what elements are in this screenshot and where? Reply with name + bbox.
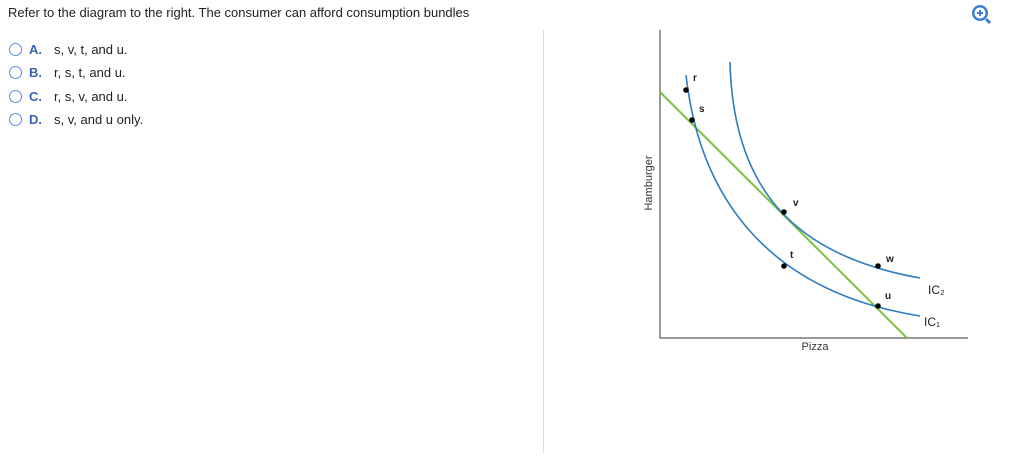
curve-label: IC₂ [928,283,945,297]
option-text: s, v, t, and u. [54,42,128,57]
point-label: s [699,104,705,115]
point [781,209,787,215]
point-label: t [790,250,794,261]
point [875,263,881,269]
y-axis-label: Hamburger [643,155,655,210]
option-letter: D. [29,112,42,127]
point-label: u [885,291,891,302]
point [875,303,881,309]
radio-button[interactable] [9,113,22,126]
answer-option[interactable]: A. s, v, t, and u. [9,42,127,57]
point-label: v [793,198,799,209]
question-text: Refer to the diagram to the right. The c… [8,5,470,20]
option-letter: A. [29,42,42,57]
answer-option[interactable]: C. r, s, v, and u. [9,89,127,104]
ic2-curve [729,61,921,279]
radio-button[interactable] [9,43,22,56]
option-text: s, v, and u only. [54,112,144,127]
answer-option[interactable]: D. s, v, and u only. [9,112,143,127]
point-label: r [693,73,697,84]
zoom-button[interactable] [972,5,992,25]
point [781,263,787,269]
point [683,87,689,93]
x-axis-label: Pizza [802,341,830,353]
option-letter: B. [29,65,42,80]
answer-option[interactable]: B. r, s, t, and u. [9,65,126,80]
option-text: r, s, v, and u. [54,89,128,104]
radio-button[interactable] [9,66,22,79]
radio-button[interactable] [9,90,22,103]
curve-label: IC₁ [924,315,940,329]
option-letter: C. [29,89,42,104]
ic1-curve [685,74,921,317]
point-label: w [885,254,894,265]
divider [543,30,544,453]
option-text: r, s, t, and u. [54,65,126,80]
point [689,117,695,123]
